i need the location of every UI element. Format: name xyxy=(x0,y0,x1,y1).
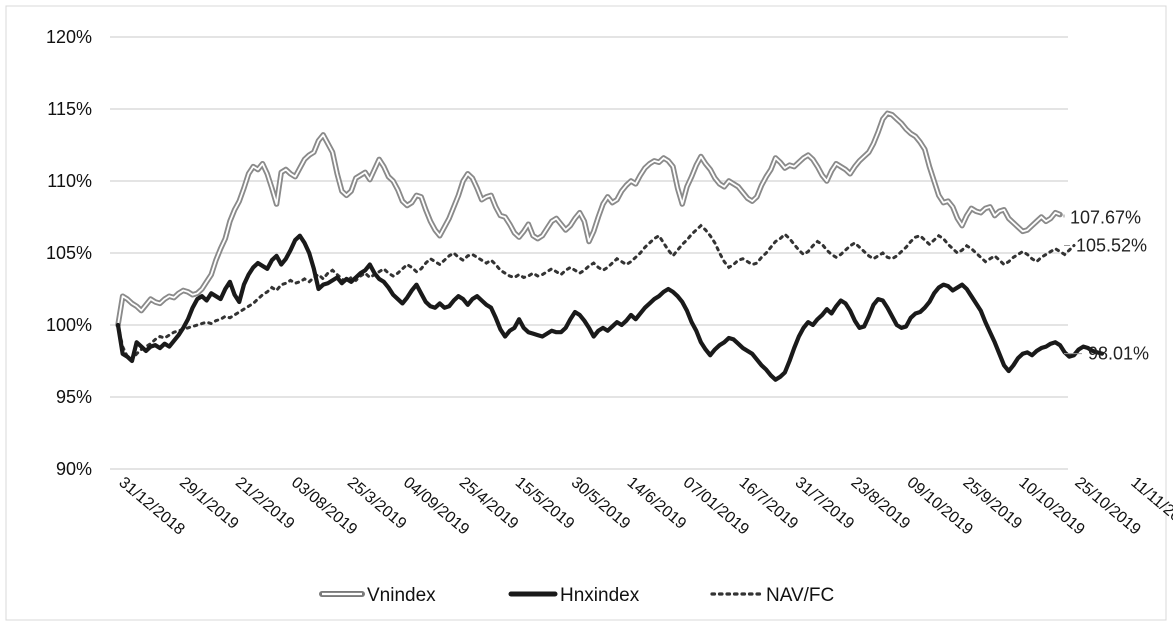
series-lines xyxy=(115,110,1105,382)
legend-item-vnindex[interactable]: Vnindex xyxy=(319,585,436,606)
y-tick-label: 105% xyxy=(46,243,92,263)
x-tick-label: 21/2/2019 xyxy=(232,474,298,533)
series-line-vnindex-inner xyxy=(117,112,1061,326)
y-tick-label: 100% xyxy=(46,315,92,335)
legend-label-vnindex: Vnindex xyxy=(367,585,436,606)
y-axis-ticks: 90% 95% 100% 105% 110% 115% 120% xyxy=(46,27,92,479)
grid-lines xyxy=(110,36,1068,470)
end-label-hnxindex: 98.01% xyxy=(1088,344,1149,364)
x-tick-label: 30/5/2019 xyxy=(568,474,634,533)
x-tick-label: 31/12/2018 xyxy=(115,474,187,539)
x-tick-label: 15/5/2019 xyxy=(512,474,578,533)
legend-item-hnxindex[interactable]: Hnxindex xyxy=(508,585,640,606)
series-line-navfc xyxy=(116,223,1076,362)
x-axis-ticks: 31/12/201829/1/201921/2/201903/08/201925… xyxy=(115,474,1173,539)
legend-label-hnxindex: Hnxindex xyxy=(560,585,640,606)
y-tick-label: 110% xyxy=(47,171,92,191)
chart-border xyxy=(5,5,1167,621)
end-label-vnindex: 107.67% xyxy=(1070,208,1141,228)
x-tick-label: 14/6/2019 xyxy=(624,474,690,533)
legend-item-navfc[interactable]: NAV/FC xyxy=(710,585,834,606)
y-tick-label: 120% xyxy=(46,27,92,47)
x-tick-label: 23/8/2019 xyxy=(848,474,914,533)
series-line-vnindex xyxy=(115,110,1063,328)
x-tick-label: 31/7/2019 xyxy=(792,474,858,533)
y-tick-label: 95% xyxy=(56,387,92,407)
series-line-hnxindex xyxy=(115,233,1105,382)
y-tick-label: 115% xyxy=(47,99,92,119)
end-labels: 107.67% 98.01% 105.52% xyxy=(1063,208,1149,364)
end-label-navfc: 105.52% xyxy=(1076,236,1147,256)
legend-label-navfc: NAV/FC xyxy=(766,585,834,606)
y-tick-label: 90% xyxy=(56,459,92,479)
legend: Vnindex Hnxindex NAV/FC xyxy=(319,585,834,606)
